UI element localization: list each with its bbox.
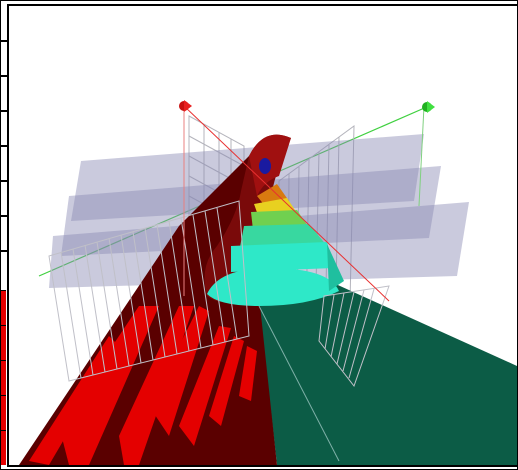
cyan-lip <box>207 268 339 306</box>
3d-scene[interactable] <box>9 6 517 465</box>
left-ruler <box>0 0 7 470</box>
3d-viewport[interactable] <box>7 4 518 467</box>
green-axis-vertical <box>418 105 425 207</box>
band-cyan <box>231 242 334 272</box>
red-indicator-tab[interactable] <box>0 360 6 395</box>
ruler-tick <box>0 215 7 217</box>
front-grid-right <box>318 285 390 388</box>
red-indicator-tab[interactable] <box>0 290 6 325</box>
red-cone-handle-icon[interactable] <box>179 100 192 112</box>
ruler-tick <box>0 75 7 77</box>
blue-marker <box>259 158 271 174</box>
teal-guide-line <box>258 305 340 462</box>
red-axis-line <box>183 105 390 302</box>
ruler-tick <box>0 145 7 147</box>
front-grid-left <box>48 200 250 382</box>
ruler-tick <box>0 110 7 112</box>
red-indicator-tab[interactable] <box>0 395 6 430</box>
red-indicator-tab[interactable] <box>0 325 6 360</box>
red-indicator-tab[interactable] <box>0 430 6 465</box>
ruler-tick <box>0 40 7 42</box>
ruler-tick <box>0 250 7 252</box>
green-surface <box>259 281 517 465</box>
green-cone-handle-icon[interactable] <box>422 101 435 113</box>
teal-edge <box>327 244 344 291</box>
ruler-tick <box>0 180 7 182</box>
